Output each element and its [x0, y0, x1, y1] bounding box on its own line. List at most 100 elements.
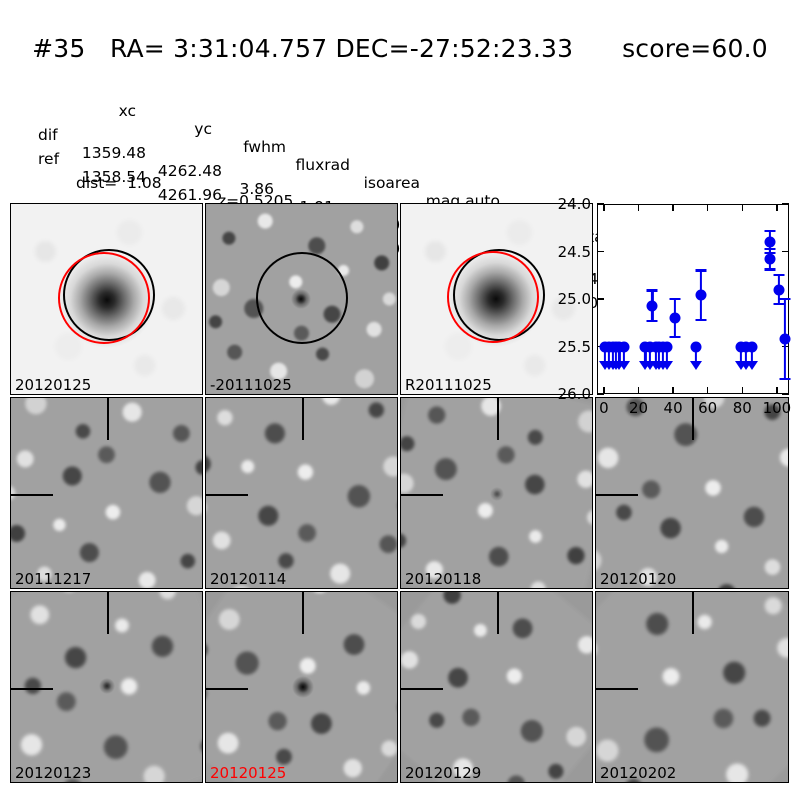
x-axis-tick-mark — [672, 204, 674, 211]
dist-value: dist= 1.08 — [76, 174, 162, 192]
crosshair-tick-horizontal — [11, 688, 53, 690]
upper-limit-stem — [665, 346, 669, 363]
error-bar-cap — [779, 377, 791, 380]
y-axis-tick-mark — [782, 393, 789, 395]
y-axis-tick-mark — [782, 203, 789, 205]
crosshair-tick-horizontal — [596, 494, 638, 496]
stamp-label: 20120118 — [405, 570, 482, 588]
x-axis-tick-mark — [741, 204, 744, 211]
y-axis-tick-mark — [597, 203, 604, 205]
upper-limit-point — [740, 341, 752, 352]
detection-point — [764, 236, 776, 248]
crosshair-tick-vertical — [107, 398, 109, 440]
upper-limit-stem — [603, 346, 606, 363]
crosshair-tick-horizontal — [401, 688, 443, 690]
x-axis-tick-mark — [706, 204, 709, 211]
upper-limit-arrow-icon — [739, 360, 752, 370]
upper-limit-stem — [611, 346, 614, 363]
upper-limit-point — [661, 341, 673, 352]
upper-limit-stem — [694, 346, 697, 363]
x-axis-tick-mark — [776, 204, 778, 211]
error-bar-cap — [669, 297, 681, 301]
col-fwhm: fwhm — [243, 138, 286, 156]
upper-limit-stem — [661, 346, 664, 363]
light-curve-chart[interactable]: 24.0 24.5 25.0 25.5 26.0 0 20 40 60 80 100 — [558, 195, 792, 417]
upper-limit-arrow-icon — [643, 360, 656, 370]
stamp-epoch-20120123[interactable]: 20120123 — [10, 591, 203, 783]
crosshair-tick-vertical — [497, 398, 499, 440]
y-axis-tick-label: 24.5 — [557, 242, 591, 261]
error-bar-cap — [695, 318, 707, 321]
row-label-dif: dif — [38, 126, 58, 144]
stamp-label: 20120125 — [210, 764, 287, 782]
row-label-ref: ref — [38, 150, 60, 168]
upper-limit-stem — [608, 346, 611, 363]
stamp-detection-20120125[interactable]: 20120125 — [205, 591, 398, 783]
error-bar-cap — [764, 252, 776, 255]
stamp-label: 20120123 — [15, 764, 92, 782]
table-footer-row: dist= 1.08 z=0.5205 20.54 new — [0, 156, 800, 228]
page-title: #35 RA= 3:31:04.757 DEC=-27:52:23.33 sco… — [32, 34, 768, 63]
crosshair-tick-vertical — [107, 592, 109, 634]
x-axis-tick-mark — [741, 387, 744, 394]
upper-limit-stem — [739, 346, 742, 363]
stamp-ref-R20111025[interactable]: R20111025 — [400, 203, 593, 395]
x-axis-tick-label: 60 — [698, 399, 718, 417]
col-yc: yc — [194, 120, 212, 138]
crosshair-tick-horizontal — [206, 494, 248, 496]
detection-point — [646, 300, 658, 312]
detection-point — [669, 312, 681, 324]
ref-xc: 1358.54 — [81, 168, 146, 186]
stamp-epoch-20120202[interactable]: 20120202 — [595, 591, 789, 783]
stamp-epoch-20120129[interactable]: 20120129 — [400, 591, 593, 783]
y-axis-tick-label: 26.0 — [557, 385, 591, 403]
stamp-epoch-20120120[interactable]: 20120120 — [595, 397, 789, 589]
stamp-label: 20120120 — [600, 570, 677, 588]
upper-limit-stem — [750, 346, 753, 363]
y-axis-tick-mark — [597, 298, 604, 300]
upper-limit-stem — [654, 346, 657, 363]
crosshair-tick-vertical — [692, 592, 694, 634]
upper-limit-point — [746, 341, 758, 352]
dif-fwhm: 3.86 — [239, 180, 274, 198]
dif-xc: 1359.48 — [81, 144, 146, 162]
stamp-new-20120125[interactable]: 20120125 — [10, 203, 203, 395]
crosshair-tick-vertical — [302, 398, 304, 440]
col-isoarea: isoarea — [363, 174, 420, 192]
upper-limit-arrow-icon — [661, 360, 674, 370]
detection-point — [695, 289, 707, 301]
stamp-epoch-20120118[interactable]: 20120118 — [400, 397, 593, 589]
point-source — [292, 676, 314, 698]
error-bar-cap — [764, 229, 776, 232]
aperture-circle-red — [447, 251, 539, 343]
x-axis-tick-mark — [706, 387, 709, 394]
stamp-label: 20111217 — [15, 570, 92, 588]
table-row: dif 1359.48 4262.48 3.86 1.91 10.00 24.1… — [0, 108, 800, 306]
x-axis-tick-mark — [637, 204, 640, 211]
stamp-epoch-20111217[interactable]: 20111217 — [10, 397, 203, 589]
stamp-label: 20120202 — [600, 764, 677, 782]
stamp-label: R20111025 — [405, 376, 492, 394]
error-bar-cap — [764, 268, 776, 271]
x-axis-tick-mark — [603, 204, 605, 211]
error-bar-cap — [779, 297, 791, 301]
detection-point — [779, 333, 791, 345]
error-bar-cap — [669, 335, 681, 339]
upper-limit-stem — [618, 346, 621, 363]
upper-limit-stem — [614, 346, 618, 363]
stamp-epoch-20120114[interactable]: 20120114 — [205, 397, 398, 589]
crosshair-tick-horizontal — [206, 688, 248, 690]
upper-limit-point — [690, 341, 702, 352]
upper-limit-stem — [658, 346, 661, 363]
stamp-diff--20111025[interactable]: -20111025 — [205, 203, 398, 395]
aperture-circle-red — [58, 252, 150, 344]
x-axis-tick-label: 0 — [599, 399, 609, 417]
point-source — [99, 678, 115, 694]
upper-limit-stem — [622, 346, 625, 363]
point-source — [490, 487, 504, 501]
upper-limit-point — [618, 341, 630, 352]
crosshair-tick-horizontal — [401, 494, 443, 496]
table-header-row: xc yc fwhm fluxrad isoarea mag auto aper… — [0, 84, 800, 264]
x-axis-tick-label: 100 — [762, 399, 792, 417]
upper-limit-stem — [744, 346, 747, 363]
